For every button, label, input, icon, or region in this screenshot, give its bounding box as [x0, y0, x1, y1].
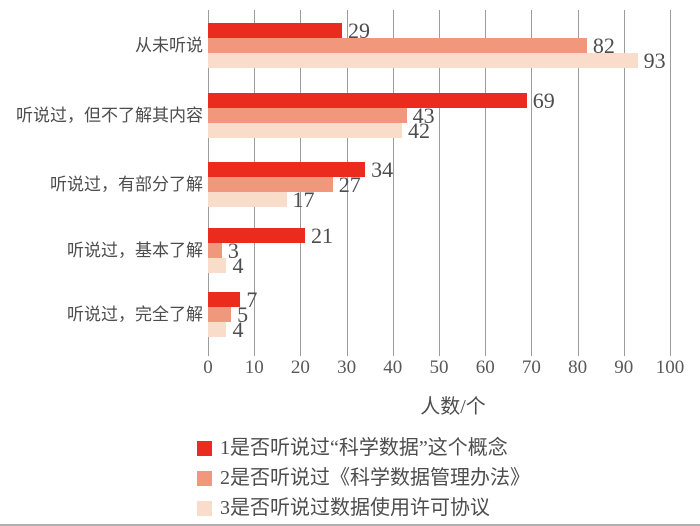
value-label-s1-c1: 29: [347, 17, 370, 43]
value-label-s2-c2: 43: [412, 102, 435, 128]
legend-item-3: 3是否听说过数据使用许可协议: [197, 493, 530, 523]
x-tick-label-30: 30: [337, 357, 357, 378]
x-tick-label-40: 40: [383, 357, 403, 378]
bottom-divider: [0, 524, 700, 526]
x-tick-label-50: 50: [429, 357, 449, 378]
category-label-2: 听说过，但不了解其内容: [16, 105, 203, 125]
category-label-3: 听说过，有部分了解: [50, 174, 203, 194]
bar-s1-c1: [208, 23, 342, 38]
bar-s1-c4: [208, 228, 306, 243]
legend-swatch-3: [197, 500, 212, 516]
legend-item-2: 2是否听说过《科学数据管理办法》: [197, 463, 530, 493]
x-tick-label-10: 10: [244, 357, 264, 378]
x-tick-label-20: 20: [290, 357, 310, 378]
gridline-x70: [531, 10, 533, 356]
value-label-s1-c5: 7: [246, 286, 258, 312]
gridline-x80: [577, 10, 579, 356]
x-tick-label-0: 0: [203, 357, 213, 378]
value-label-s3-c4: 4: [232, 252, 244, 278]
legend-swatch-2: [197, 470, 212, 486]
value-label-s2-c1: 82: [592, 32, 615, 58]
value-label-s3-c3: 17: [292, 186, 315, 212]
bar-s3-c1: [208, 53, 638, 68]
value-label-s3-c1: 93: [643, 47, 666, 73]
value-label-s2-c3: 27: [338, 171, 361, 197]
legend: 1是否听说过“科学数据”这个概念 2是否听说过《科学数据管理办法》 3是否听说过数据…: [197, 433, 530, 523]
bar-s3-c3: [208, 192, 287, 207]
bar-s3-c2: [208, 123, 403, 138]
gridline-x30: [346, 10, 348, 356]
bar-s1-c3: [208, 162, 366, 177]
x-tick-label-60: 60: [475, 357, 495, 378]
legend-label-1: 1是否听说过“科学数据”这个概念: [220, 437, 508, 459]
category-label-1: 从未听说: [135, 35, 203, 55]
x-axis-title: 人数/个: [420, 396, 486, 418]
bar-s2-c4: [208, 243, 222, 258]
value-label-s1-c3: 34: [371, 156, 394, 182]
value-label-s2-c5: 5: [237, 301, 249, 327]
x-tick-label-70: 70: [521, 357, 541, 378]
legend-label-3: 3是否听说过数据使用许可协议: [220, 497, 490, 519]
bar-s2-c5: [208, 307, 232, 322]
value-label-s1-c2: 69: [532, 87, 555, 113]
value-label-s1-c4: 21: [311, 222, 334, 248]
legend-label-2: 2是否听说过《科学数据管理办法》: [220, 467, 530, 489]
gridline-x40: [392, 10, 394, 356]
value-label-s3-c5: 4: [232, 316, 244, 342]
value-label-s3-c2: 42: [408, 117, 431, 143]
bar-s3-c5: [208, 322, 227, 337]
x-tick-label-80: 80: [568, 357, 588, 378]
gridline-x60: [485, 10, 487, 356]
bar-s1-c5: [208, 292, 241, 307]
value-label-s2-c4: 3: [227, 237, 239, 263]
legend-swatch-1: [197, 440, 212, 456]
bar-s2-c3: [208, 177, 333, 192]
gridline-x90: [623, 10, 625, 356]
bar-s3-c4: [208, 258, 227, 273]
category-label-5: 听说过，完全了解: [67, 304, 203, 324]
x-tick-label-90: 90: [614, 357, 634, 378]
bar-s1-c2: [208, 93, 527, 108]
gridline-x100: [670, 10, 671, 356]
bar-s2-c2: [208, 108, 407, 123]
x-tick-label-100: 100: [655, 357, 685, 378]
legend-item-1: 1是否听说过“科学数据”这个概念: [197, 433, 530, 463]
gridline-x50: [439, 10, 440, 356]
category-label-4: 听说过，基本了解: [67, 240, 203, 260]
bar-s2-c1: [208, 38, 587, 53]
